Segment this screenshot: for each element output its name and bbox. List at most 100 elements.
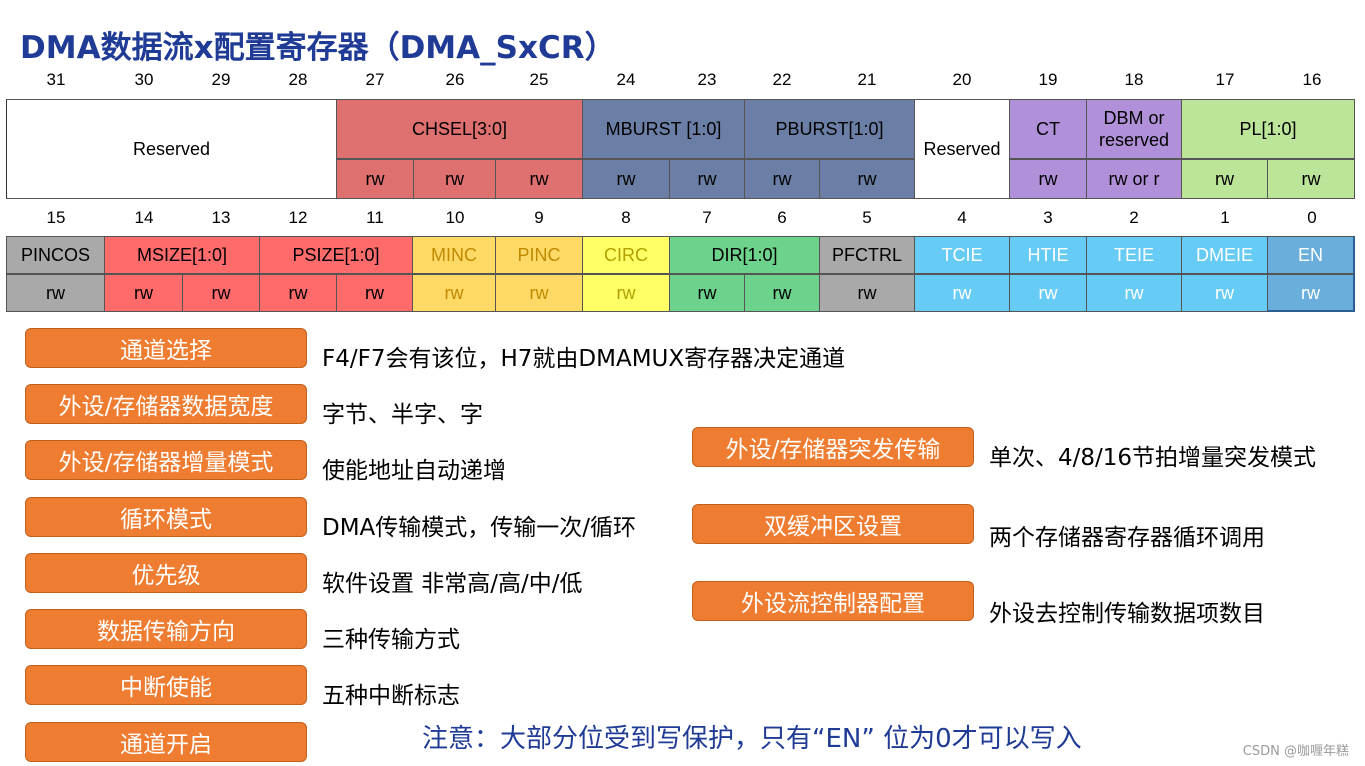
access-rw: rw [1087, 274, 1182, 312]
field-pburst: PBURST[1:0] [745, 99, 915, 159]
bit-number: 4 [957, 208, 967, 227]
bit-number: 2 [1129, 208, 1139, 227]
access-rw: rw [337, 274, 413, 312]
field-chsel: CHSEL[3:0] [337, 99, 583, 159]
bit-number: 16 [1302, 70, 1322, 89]
field-msize: MSIZE[1:0] [105, 236, 260, 274]
access-rw: rw [413, 274, 496, 312]
field-reserved: Reserved [915, 99, 1010, 199]
access-rw: rw [745, 159, 820, 199]
bit-number: 3 [1043, 208, 1053, 227]
legend-button-channel-select: 通道选择 [25, 328, 307, 368]
bit-number: 27 [365, 70, 385, 89]
field-pincos: PINCOS [6, 236, 105, 274]
field-teie: TEIE [1087, 236, 1182, 274]
bit-number: 20 [952, 70, 972, 89]
field-tcie: TCIE [915, 236, 1010, 274]
bit-number: 1 [1220, 208, 1230, 227]
access-rw: rw [6, 274, 105, 312]
field-circ: CIRC [583, 236, 670, 274]
field-ct: CT [1010, 99, 1087, 159]
field-dir: DIR[1:0] [670, 236, 820, 274]
legend-desc: DMA传输模式，传输一次/循环 [322, 515, 637, 541]
bit-number: 30 [134, 70, 154, 89]
bit-number: 25 [529, 70, 549, 89]
field-htie: HTIE [1010, 236, 1087, 274]
bit-number: 10 [445, 208, 465, 227]
legend-desc: 五种中断标志 [322, 683, 460, 709]
legend-button-priority: 优先级 [25, 553, 307, 593]
access-rw: rw [183, 274, 260, 312]
field-en: EN [1268, 236, 1355, 274]
access-rw: rw [260, 274, 337, 312]
bit-number: 17 [1215, 70, 1235, 89]
access-rw: rw [496, 159, 583, 199]
bit-number: 28 [288, 70, 308, 89]
access-rw: rw [1010, 159, 1087, 199]
field-psize: PSIZE[1:0] [260, 236, 413, 274]
access-rw: rw [105, 274, 183, 312]
legend-button-interrupt-enable: 中断使能 [25, 665, 307, 705]
bit-number: 22 [772, 70, 792, 89]
bit-number: 15 [46, 208, 66, 227]
bit-number: 19 [1038, 70, 1058, 89]
legend-desc: 外设去控制传输数据项数目 [989, 601, 1265, 627]
access-rw-or-r: rw or r [1087, 159, 1182, 199]
bit-number: 31 [46, 70, 66, 89]
legend-button-flow-controller: 外设流控制器配置 [692, 581, 974, 621]
access-rw: rw [337, 159, 414, 199]
bit-number: 21 [857, 70, 877, 89]
bit-number: 14 [134, 208, 154, 227]
legend-button-increment-mode: 外设/存储器增量模式 [25, 440, 307, 480]
field-mburst: MBURST [1:0] [583, 99, 745, 159]
field-pinc: PINC [496, 236, 583, 274]
field-minc: MINC [413, 236, 496, 274]
field-dmeie: DMEIE [1182, 236, 1268, 274]
legend-desc: 单次、4/8/16节拍增量突发模式 [989, 445, 1317, 471]
bit-number: 9 [534, 208, 544, 227]
access-rw: rw [414, 159, 496, 199]
bit-number: 0 [1307, 208, 1317, 227]
access-rw: rw [1010, 274, 1087, 312]
legend-desc: 字节、半字、字 [322, 402, 483, 428]
access-rw: rw [670, 159, 745, 199]
bit-number: 7 [702, 208, 712, 227]
bit-number: 13 [211, 208, 231, 227]
access-rw: rw [1268, 274, 1355, 312]
watermark: CSDN @咖喱年糕 [1242, 744, 1349, 759]
bit-number: 26 [445, 70, 465, 89]
legend-desc: 三种传输方式 [322, 627, 460, 653]
access-rw: rw [820, 274, 915, 312]
access-rw: rw [1268, 159, 1355, 199]
legend-desc: 两个存储器寄存器循环调用 [989, 525, 1265, 551]
legend-button-direction: 数据传输方向 [25, 609, 307, 649]
bit-number: 11 [366, 208, 384, 227]
access-rw: rw [745, 274, 820, 312]
access-rw: rw [1182, 159, 1268, 199]
field-reserved: Reserved [6, 99, 337, 199]
access-rw: rw [1182, 274, 1268, 312]
access-rw: rw [583, 159, 670, 199]
access-rw: rw [670, 274, 745, 312]
access-rw: rw [820, 159, 915, 199]
write-protect-note: 注意：大部分位受到写保护，只有“EN” 位为0才可以写入 [422, 724, 1082, 754]
field-pl: PL[1:0] [1182, 99, 1355, 159]
legend-button-circular-mode: 循环模式 [25, 497, 307, 537]
bit-number: 24 [616, 70, 636, 89]
legend-button-data-width: 外设/存储器数据宽度 [25, 384, 307, 424]
bit-number: 23 [697, 70, 717, 89]
bit-number: 18 [1124, 70, 1144, 89]
access-rw: rw [496, 274, 583, 312]
legend-desc: F4/F7会有该位，H7就由DMAMUX寄存器决定通道 [322, 346, 846, 372]
bit-number: 8 [621, 208, 631, 227]
bit-number: 12 [288, 208, 308, 227]
legend-desc: 软件设置 非常高/高/中/低 [322, 571, 583, 597]
access-rw: rw [583, 274, 670, 312]
legend-button-burst: 外设/存储器突发传输 [692, 427, 974, 467]
field-pfctrl: PFCTRL [820, 236, 915, 274]
page-title: DMA数据流x配置寄存器（DMA_SxCR） [20, 30, 616, 66]
access-rw: rw [915, 274, 1010, 312]
bit-number: 5 [862, 208, 872, 227]
field-dbm: DBM or reserved [1087, 99, 1182, 159]
bit-number: 29 [211, 70, 231, 89]
